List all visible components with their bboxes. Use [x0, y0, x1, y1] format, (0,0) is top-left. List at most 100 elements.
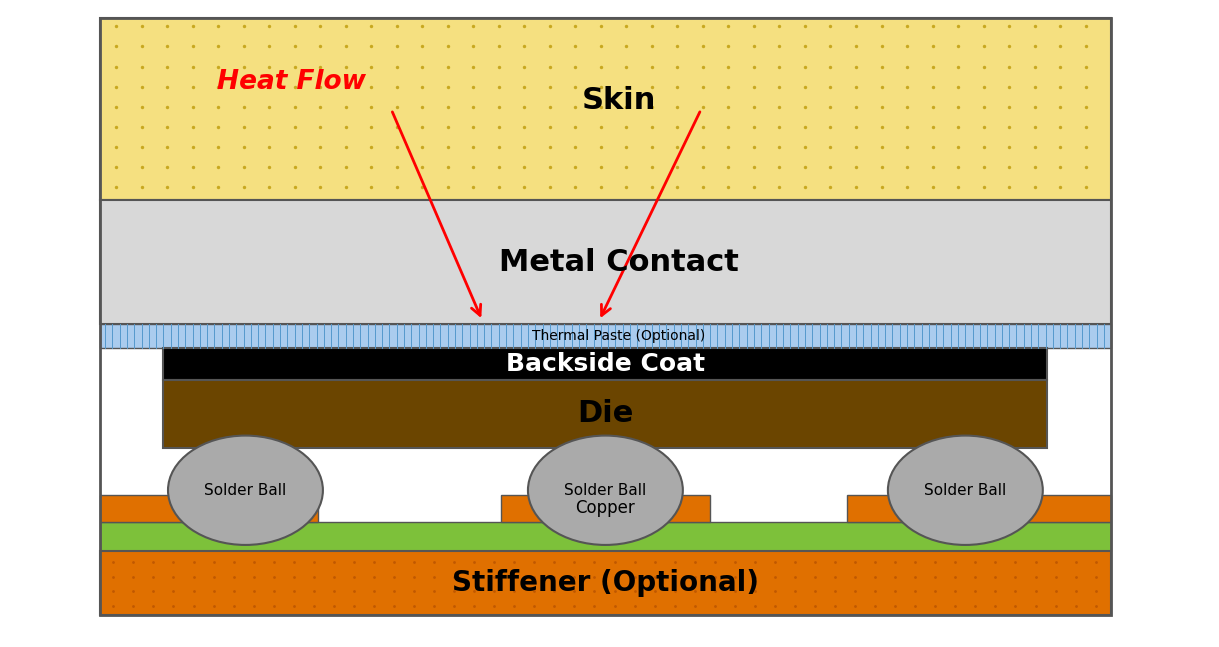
Point [668, 142, 688, 152]
Point [106, 21, 126, 32]
Point [405, 586, 424, 597]
Point [617, 61, 636, 72]
Point [785, 572, 805, 582]
Point [591, 142, 611, 152]
Point [948, 162, 968, 172]
Point [1051, 122, 1070, 132]
Point [845, 557, 864, 567]
Point [106, 162, 126, 172]
Point [514, 41, 534, 52]
Point [208, 41, 228, 52]
Point [872, 102, 891, 112]
Point [204, 586, 223, 597]
Point [1046, 557, 1065, 567]
Point [412, 41, 432, 52]
Point [284, 601, 304, 611]
Point [1076, 162, 1096, 172]
Point [974, 182, 993, 192]
Point [514, 82, 534, 92]
Point [463, 122, 483, 132]
Point [865, 601, 885, 611]
Text: Copper: Copper [575, 499, 635, 518]
Point [825, 572, 845, 582]
Point [1076, 41, 1096, 52]
Point [304, 572, 323, 582]
Point [897, 82, 917, 92]
Point [1025, 557, 1045, 567]
Point [489, 142, 508, 152]
Point [384, 557, 403, 567]
Point [260, 122, 279, 132]
Text: Stiffener (Optional): Stiffener (Optional) [452, 569, 759, 597]
Point [1076, 102, 1096, 112]
Point [311, 82, 330, 92]
Point [524, 601, 544, 611]
Point [123, 572, 143, 582]
Point [946, 572, 965, 582]
Point [285, 182, 305, 192]
Point [463, 102, 483, 112]
Point [1006, 586, 1025, 597]
Point [965, 557, 985, 567]
Point [386, 162, 406, 172]
Bar [100, 324, 1112, 348]
Point [362, 122, 382, 132]
Point [463, 61, 483, 72]
Point [820, 182, 840, 192]
Point [923, 142, 942, 152]
Point [795, 122, 814, 132]
Point [591, 162, 611, 172]
Point [106, 41, 126, 52]
Point [766, 601, 785, 611]
Point [224, 601, 244, 611]
Point [364, 586, 384, 597]
Point [163, 557, 183, 567]
Point [923, 61, 942, 72]
Point [285, 21, 305, 32]
Point [645, 586, 664, 597]
Point [585, 601, 605, 611]
Point [923, 122, 942, 132]
Point [769, 61, 789, 72]
Point [617, 122, 636, 132]
Point [505, 601, 524, 611]
Point [564, 586, 584, 597]
Point [1086, 586, 1106, 597]
Point [642, 142, 662, 152]
Point [906, 572, 925, 582]
Point [489, 122, 508, 132]
Point [617, 82, 636, 92]
Point [566, 162, 585, 172]
Point [304, 586, 323, 597]
Point [642, 82, 662, 92]
Point [820, 82, 840, 92]
Point [668, 41, 688, 52]
Point [489, 61, 508, 72]
Point [234, 142, 254, 152]
Point [745, 572, 764, 582]
Point [974, 41, 993, 52]
Point [705, 601, 724, 611]
Point [463, 142, 483, 152]
Point [311, 61, 330, 72]
Point [1051, 182, 1070, 192]
Point [204, 601, 223, 611]
Point [362, 61, 382, 72]
Point [362, 21, 382, 32]
Point [208, 102, 228, 112]
Point [183, 41, 202, 52]
Point [965, 586, 985, 597]
Point [1006, 601, 1025, 611]
Point [183, 142, 202, 152]
Point [865, 557, 885, 567]
Point [885, 586, 904, 597]
Point [514, 182, 534, 192]
Point [925, 557, 945, 567]
Point [132, 142, 151, 152]
Point [1000, 61, 1019, 72]
Point [744, 102, 763, 112]
Point [806, 572, 825, 582]
Point [625, 586, 645, 597]
Point [412, 21, 432, 32]
Point [566, 122, 585, 132]
